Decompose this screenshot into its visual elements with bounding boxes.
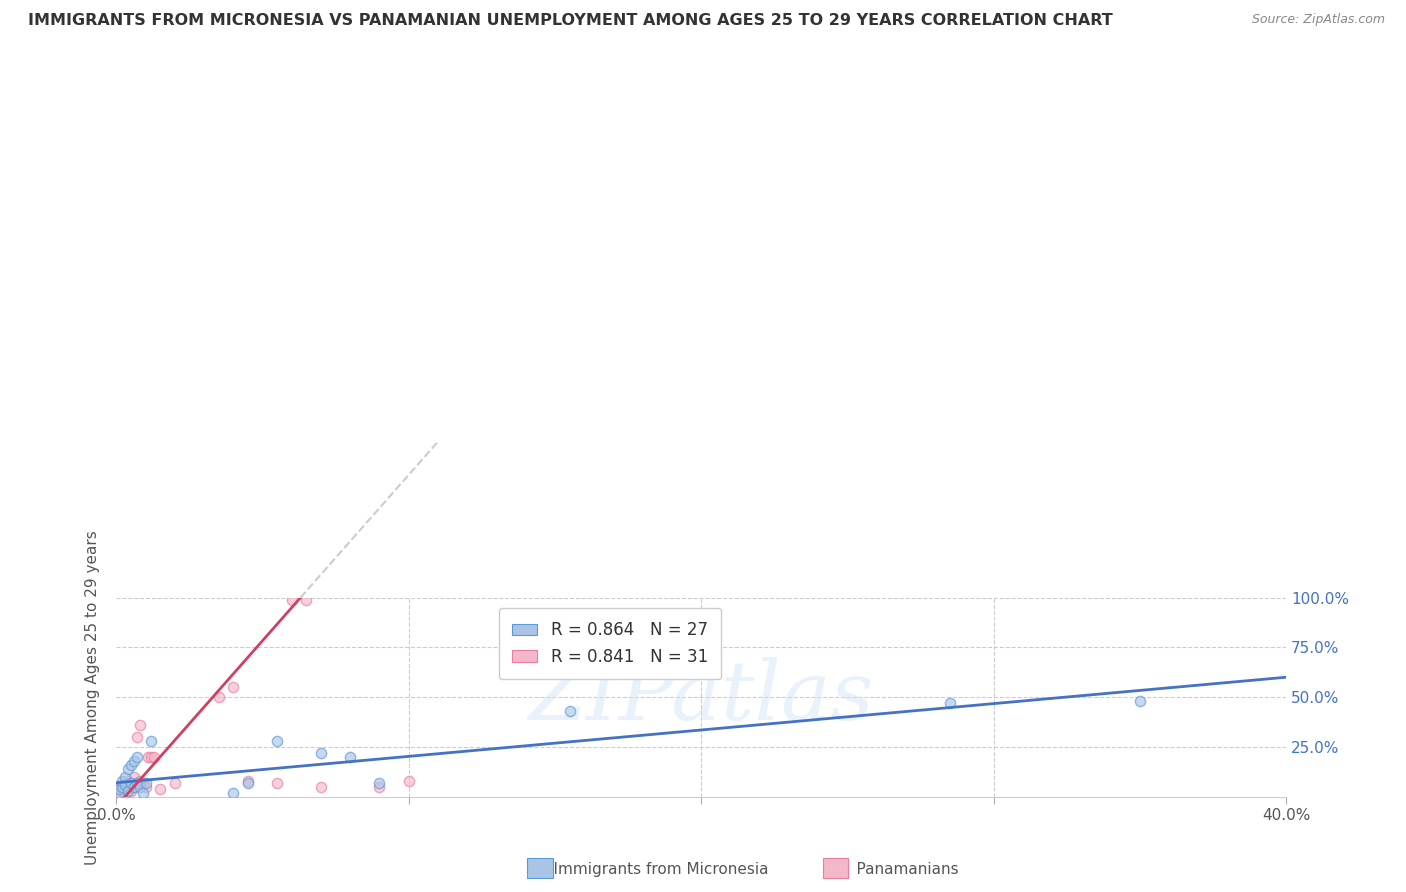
Y-axis label: Unemployment Among Ages 25 to 29 years: Unemployment Among Ages 25 to 29 years bbox=[86, 530, 100, 864]
Point bbox=[120, 783, 142, 797]
Point bbox=[117, 781, 139, 796]
Point bbox=[149, 781, 172, 796]
Text: Source: ZipAtlas.com: Source: ZipAtlas.com bbox=[1251, 13, 1385, 27]
Point bbox=[111, 783, 134, 797]
Point bbox=[131, 776, 153, 790]
Point bbox=[111, 778, 134, 792]
Point bbox=[128, 773, 150, 788]
Point bbox=[207, 690, 229, 705]
Point bbox=[108, 786, 131, 800]
Text: ZIPatlas: ZIPatlas bbox=[529, 657, 875, 737]
Point bbox=[122, 754, 145, 768]
Point bbox=[236, 773, 259, 788]
Point bbox=[114, 778, 136, 792]
Point bbox=[128, 718, 150, 732]
Point bbox=[558, 704, 581, 718]
Point bbox=[236, 776, 259, 790]
Point bbox=[309, 780, 332, 794]
Point bbox=[163, 776, 186, 790]
Point bbox=[111, 773, 134, 788]
Point bbox=[122, 770, 145, 784]
Point bbox=[368, 776, 391, 790]
Point bbox=[114, 780, 136, 794]
Point bbox=[114, 786, 136, 800]
Point bbox=[143, 750, 166, 764]
Point bbox=[222, 680, 245, 694]
Point bbox=[266, 776, 288, 790]
Text: Immigrants from Micronesia: Immigrants from Micronesia bbox=[534, 863, 769, 877]
Point bbox=[141, 734, 163, 748]
Point bbox=[280, 592, 302, 607]
Point bbox=[122, 780, 145, 794]
Point bbox=[114, 770, 136, 784]
Point bbox=[295, 592, 318, 607]
Point bbox=[134, 780, 156, 794]
Point bbox=[138, 750, 160, 764]
Point bbox=[120, 776, 142, 790]
Point bbox=[339, 750, 361, 764]
Point bbox=[938, 696, 960, 710]
Point bbox=[131, 786, 153, 800]
Point bbox=[108, 786, 131, 800]
Point bbox=[222, 786, 245, 800]
Point bbox=[128, 780, 150, 794]
Point bbox=[125, 730, 148, 744]
Point bbox=[368, 780, 391, 794]
Point bbox=[266, 734, 288, 748]
Point bbox=[125, 776, 148, 790]
Point bbox=[125, 750, 148, 764]
Legend: R = 0.864   N = 27, R = 0.841   N = 31: R = 0.864 N = 27, R = 0.841 N = 31 bbox=[499, 608, 721, 679]
Point bbox=[108, 781, 131, 796]
Point bbox=[1129, 694, 1152, 708]
Point bbox=[122, 780, 145, 794]
Point bbox=[117, 773, 139, 788]
Point bbox=[108, 781, 131, 796]
Point bbox=[117, 783, 139, 797]
Point bbox=[141, 750, 163, 764]
Point bbox=[398, 773, 420, 788]
Text: Panamanians: Panamanians bbox=[837, 863, 959, 877]
Point bbox=[111, 780, 134, 794]
Point bbox=[309, 746, 332, 760]
Point bbox=[120, 757, 142, 772]
Point bbox=[120, 776, 142, 790]
Text: IMMIGRANTS FROM MICRONESIA VS PANAMANIAN UNEMPLOYMENT AMONG AGES 25 TO 29 YEARS : IMMIGRANTS FROM MICRONESIA VS PANAMANIAN… bbox=[28, 13, 1114, 29]
Point bbox=[134, 776, 156, 790]
Point bbox=[117, 762, 139, 776]
